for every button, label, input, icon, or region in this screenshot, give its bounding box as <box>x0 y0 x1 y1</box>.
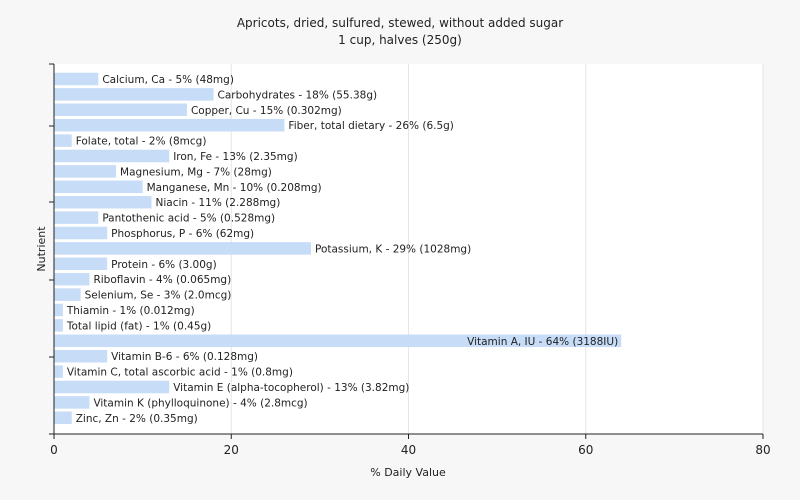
bar <box>54 165 117 178</box>
bar-label: Riboflavin - 4% (0.065mg) <box>93 274 231 286</box>
x-axis-label: % Daily Value <box>370 466 446 479</box>
bar-label: Magnesium, Mg - 7% (28mg) <box>120 166 272 178</box>
bar-label: Manganese, Mn - 10% (0.208mg) <box>147 182 322 194</box>
bar-label: Selenium, Se - 3% (2.0mcg) <box>85 290 232 302</box>
bar <box>54 195 152 209</box>
bar-label: Fiber, total dietary - 26% (6.5g) <box>288 120 453 132</box>
bar <box>54 226 108 240</box>
bar <box>54 103 187 117</box>
bar <box>54 211 99 224</box>
bar <box>54 319 63 332</box>
bar <box>54 303 63 317</box>
y-axis-label: Nutrient <box>35 226 48 272</box>
chart-subtitle: 1 cup, halves (250g) <box>338 33 462 47</box>
bar-label: Potassium, K - 29% (1028mg) <box>315 243 471 255</box>
x-ticks: 0 20 40 60 80 <box>50 434 771 457</box>
bar-label: Vitamin A, IU - 64% (3188IU) <box>467 336 618 348</box>
x-tick-label: 60 <box>578 443 593 457</box>
bar <box>54 380 170 394</box>
bar-label: Zinc, Zn - 2% (0.35mg) <box>76 413 198 425</box>
chart-title: Apricots, dried, sulfured, stewed, witho… <box>237 16 563 30</box>
bar <box>54 88 214 101</box>
bar <box>54 288 81 301</box>
bar <box>54 411 72 425</box>
bar-label: Calcium, Ca - 5% (48mg) <box>102 74 234 86</box>
bar <box>54 334 622 348</box>
x-tick-label: 20 <box>224 443 239 457</box>
bar <box>54 134 72 147</box>
bar <box>54 149 170 163</box>
bar-label: Total lipid (fat) - 1% (0.45g) <box>66 320 211 332</box>
bar <box>54 118 285 132</box>
bar-label: Vitamin B-6 - 6% (0.128mg) <box>111 351 258 363</box>
x-tick-label: 40 <box>401 443 416 457</box>
bars <box>54 72 622 425</box>
bar <box>54 242 312 255</box>
bar-label: Folate, total - 2% (8mcg) <box>76 136 207 148</box>
bar-label: Carbohydrates - 18% (55.38g) <box>218 89 378 101</box>
bar-label: Vitamin C, total ascorbic acid - 1% (0.8… <box>67 367 293 379</box>
bar-label: Vitamin E (alpha-tocopherol) - 13% (3.82… <box>173 382 409 394</box>
bar-label: Niacin - 11% (2.288mg) <box>155 197 280 209</box>
bar <box>54 257 108 271</box>
y-ticks <box>49 63 54 435</box>
bar <box>54 180 143 194</box>
bar <box>54 72 99 86</box>
x-tick-label: 80 <box>755 443 770 457</box>
bar-labels: Calcium, Ca - 5% (48mg) Carbohydrates - 1… <box>66 74 618 425</box>
bar <box>54 365 63 378</box>
bar <box>54 396 90 409</box>
bar-label: Iron, Fe - 13% (2.35mg) <box>173 151 297 163</box>
bar-label: Phosphorus, P - 6% (62mg) <box>111 228 254 240</box>
bar-label: Protein - 6% (3.00g) <box>111 259 217 271</box>
bar-label: Copper, Cu - 15% (0.302mg) <box>191 105 342 117</box>
bar-label: Thiamin - 1% (0.012mg) <box>66 305 195 317</box>
bar <box>54 349 108 363</box>
bar <box>54 272 90 286</box>
bar-label: Pantothenic acid - 5% (0.528mg) <box>102 213 275 225</box>
x-tick-label: 0 <box>50 443 58 457</box>
bar-label: Vitamin K (phylloquinone) - 4% (2.8mcg) <box>93 397 307 409</box>
